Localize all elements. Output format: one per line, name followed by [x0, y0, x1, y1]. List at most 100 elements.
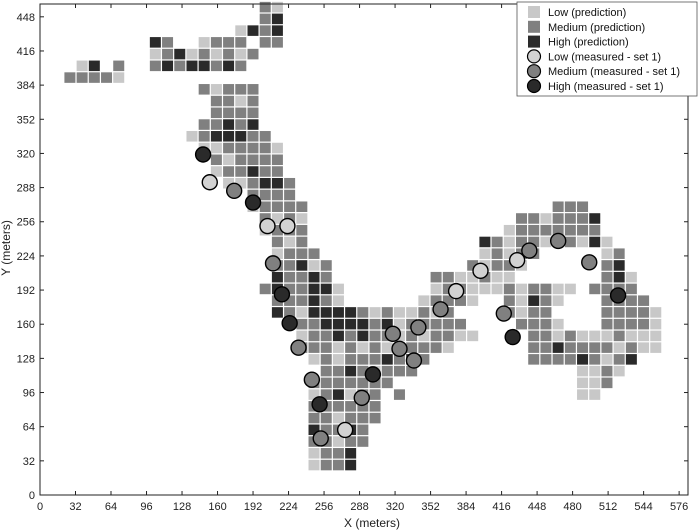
y-tick-label: 416	[17, 46, 35, 58]
prediction-cell-low	[577, 377, 589, 389]
prediction-cell-medium	[406, 342, 418, 353]
prediction-cell-medium	[357, 365, 369, 377]
prediction-cell-high	[308, 271, 320, 283]
prediction-cell-medium	[259, 13, 271, 25]
prediction-cell-high	[210, 131, 222, 142]
prediction-cell-medium	[393, 365, 405, 377]
prediction-cell-high	[381, 354, 393, 365]
legend-label: Low (measured - set 1)	[548, 51, 661, 63]
prediction-cell-medium	[638, 318, 650, 330]
measured-point-medium	[521, 242, 538, 259]
prediction-cell-low	[332, 412, 344, 424]
prediction-cell-medium	[320, 330, 332, 342]
prediction-cell-medium	[320, 377, 332, 389]
prediction-cell-medium	[552, 224, 564, 236]
prediction-cell-medium	[284, 201, 296, 213]
measured-point-low	[447, 282, 465, 300]
prediction-cell-low	[467, 330, 479, 342]
prediction-cell-medium	[564, 224, 576, 236]
prediction-cell-medium	[296, 318, 308, 330]
prediction-cell-low	[308, 354, 320, 365]
prediction-cell-medium	[308, 248, 320, 259]
measured-point-medium	[225, 182, 243, 199]
prediction-cell-high	[552, 342, 564, 353]
y-tick-label: 448	[17, 12, 35, 24]
prediction-cell-medium	[601, 342, 613, 353]
prediction-cell-low	[503, 271, 515, 283]
prediction-cell-high	[247, 166, 259, 177]
prediction-cell-medium	[491, 248, 503, 259]
prediction-cell-medium	[552, 354, 564, 365]
prediction-cell-medium	[247, 177, 259, 189]
prediction-cell-medium	[369, 389, 381, 400]
prediction-cell-low	[540, 213, 552, 224]
prediction-cell-medium	[528, 354, 540, 365]
y-tick-label: 160	[17, 319, 35, 331]
prediction-cell-medium	[528, 318, 540, 330]
prediction-cell-low	[198, 37, 210, 48]
prediction-cell-low	[650, 330, 662, 342]
prediction-cell-medium	[406, 365, 418, 377]
prediction-cell-medium	[247, 48, 259, 60]
prediction-cell-medium	[320, 342, 332, 353]
x-tick-label: 128	[173, 501, 191, 513]
prediction-cell-medium	[223, 107, 235, 119]
prediction-cell-medium	[223, 166, 235, 177]
x-tick-label: 96	[140, 501, 152, 513]
prediction-cell-medium	[223, 95, 235, 107]
prediction-cell-medium	[625, 307, 637, 318]
prediction-cell-low	[613, 365, 625, 377]
prediction-cell-medium	[540, 283, 552, 295]
prediction-cell-medium	[296, 283, 308, 295]
prediction-cell-medium	[284, 307, 296, 318]
prediction-cell-medium	[430, 295, 442, 306]
prediction-cell-low	[332, 354, 344, 365]
x-tick-label: 480	[563, 501, 581, 513]
prediction-cell-medium	[528, 283, 540, 295]
x-tick-label: 576	[670, 501, 688, 513]
prediction-cell-high	[577, 354, 589, 365]
measured-point-low	[259, 217, 276, 235]
prediction-cell-medium	[540, 318, 552, 330]
prediction-cell-medium	[296, 248, 308, 259]
prediction-cell-high	[357, 318, 369, 330]
prediction-cell-high	[589, 236, 601, 248]
prediction-cell-high	[332, 389, 344, 400]
prediction-cell-medium	[345, 412, 357, 424]
prediction-cell-medium	[235, 84, 247, 95]
legend-label: High (measured - set 1)	[548, 81, 664, 93]
prediction-cell-medium	[430, 330, 442, 342]
prediction-cell-medium	[296, 295, 308, 306]
prediction-cell-medium	[638, 307, 650, 318]
prediction-cell-medium	[345, 436, 357, 447]
y-tick-label: 224	[17, 251, 35, 263]
prediction-cell-medium	[320, 354, 332, 365]
legend-label: High (prediction)	[548, 37, 629, 49]
legend-label: Medium (measured - set 1)	[548, 66, 680, 78]
prediction-cell-high	[528, 295, 540, 306]
prediction-cell-medium	[601, 318, 613, 330]
measured-point-high	[281, 314, 298, 332]
prediction-cell-medium	[564, 201, 576, 213]
x-tick-label: 544	[634, 501, 652, 513]
prediction-cell-low	[113, 72, 125, 83]
prediction-cell-low	[235, 95, 247, 107]
prediction-cell-low	[479, 283, 491, 295]
measured-point-medium	[303, 371, 321, 388]
prediction-cell-high	[332, 307, 344, 318]
x-tick-label: 224	[279, 501, 297, 513]
prediction-cell-medium	[223, 84, 235, 95]
measured-point-low	[472, 262, 489, 280]
x-tick-label: 256	[315, 501, 333, 513]
prediction-cell-low	[210, 84, 222, 95]
measured-point-low	[279, 217, 296, 235]
y-tick-label: 256	[17, 217, 35, 229]
y-tick-label: 192	[17, 285, 35, 297]
prediction-cell-medium	[174, 60, 186, 72]
prediction-cell-high	[320, 307, 332, 318]
prediction-cell-medium	[235, 119, 247, 130]
prediction-cell-medium	[210, 154, 222, 166]
legend-swatch-high	[528, 35, 540, 48]
prediction-cell-medium	[320, 448, 332, 459]
prediction-cell-low	[552, 283, 564, 295]
